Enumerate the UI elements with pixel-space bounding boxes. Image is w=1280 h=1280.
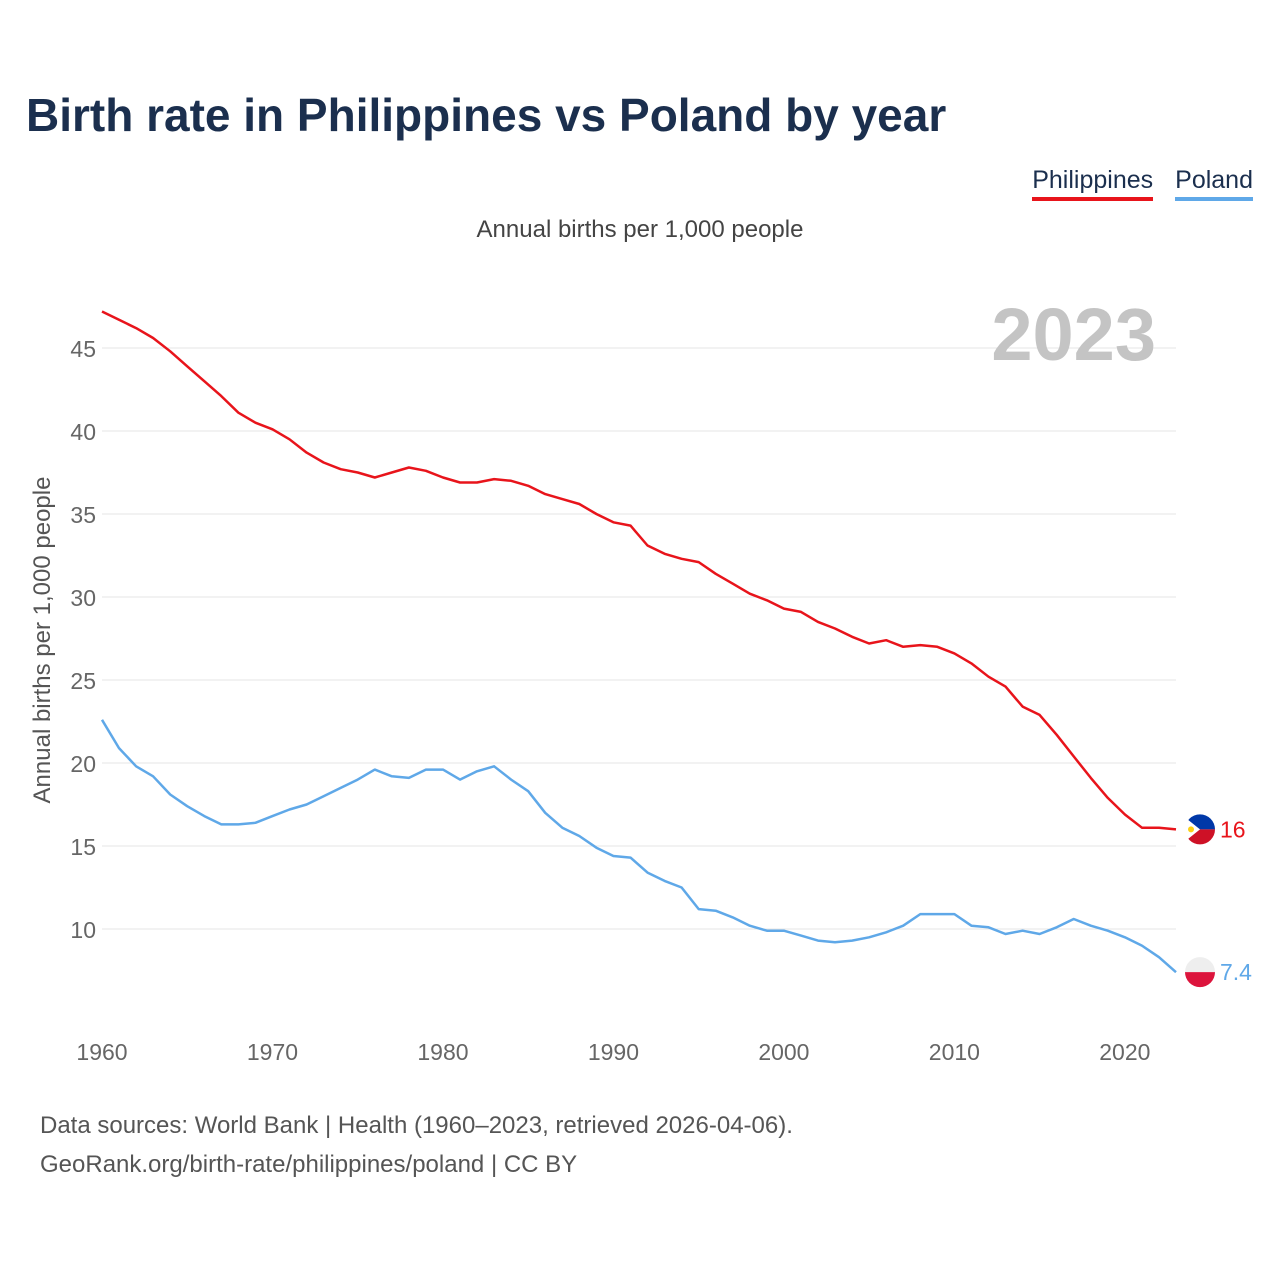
x-tick-label: 1980 xyxy=(417,1039,468,1065)
source-line-2[interactable]: GeoRank.org/birth-rate/philippines/polan… xyxy=(40,1151,578,1178)
y-tick-label: 10 xyxy=(70,917,96,943)
x-tick-label: 2000 xyxy=(758,1039,809,1065)
y-tick-label: 40 xyxy=(70,419,96,445)
source-note: Data sources: World Bank | Health (1960–… xyxy=(40,1106,793,1184)
flag-philippines-icon xyxy=(1188,826,1194,833)
x-tick-label: 1970 xyxy=(247,1039,298,1065)
y-axis-label: Annual births per 1,000 people xyxy=(29,477,56,804)
end-label-philippines: 16 xyxy=(1220,816,1246,842)
line-chart: 10 15 20 25 30 35 40 45 1960 1970 1980 1990 2000 2010… xyxy=(29,293,1252,1065)
y-tick-label: 30 xyxy=(70,585,96,611)
y-tick-label: 20 xyxy=(70,751,96,777)
source-line-1: Data sources: World Bank | Health (1960–… xyxy=(40,1112,793,1139)
end-label-poland: 7.4 xyxy=(1220,959,1252,985)
y-tick-label: 45 xyxy=(70,336,96,362)
chart-subtitle: Annual births per 1,000 people xyxy=(476,216,804,243)
x-tick-label: 1960 xyxy=(76,1039,127,1065)
x-tick-label: 2010 xyxy=(929,1039,980,1065)
chart-title: Birth rate in Philippines vs Poland by y… xyxy=(26,89,947,141)
x-tick-label: 2020 xyxy=(1099,1039,1150,1065)
x-tick-label: 1990 xyxy=(588,1039,639,1065)
series-line-poland xyxy=(100,719,1177,974)
year-display: 2023 xyxy=(991,293,1156,376)
flag-poland-icon xyxy=(1185,957,1215,973)
y-tick-label: 25 xyxy=(70,668,96,694)
y-tick-label: 35 xyxy=(70,502,96,528)
y-tick-label: 15 xyxy=(70,834,96,860)
legend-item-philippines[interactable]: Philippines xyxy=(1032,166,1154,201)
flag-poland-icon xyxy=(1185,972,1215,988)
legend: Philippines Poland xyxy=(1032,166,1253,201)
legend-item-poland[interactable]: Poland xyxy=(1175,166,1253,201)
series-line-philippines xyxy=(101,310,1177,831)
